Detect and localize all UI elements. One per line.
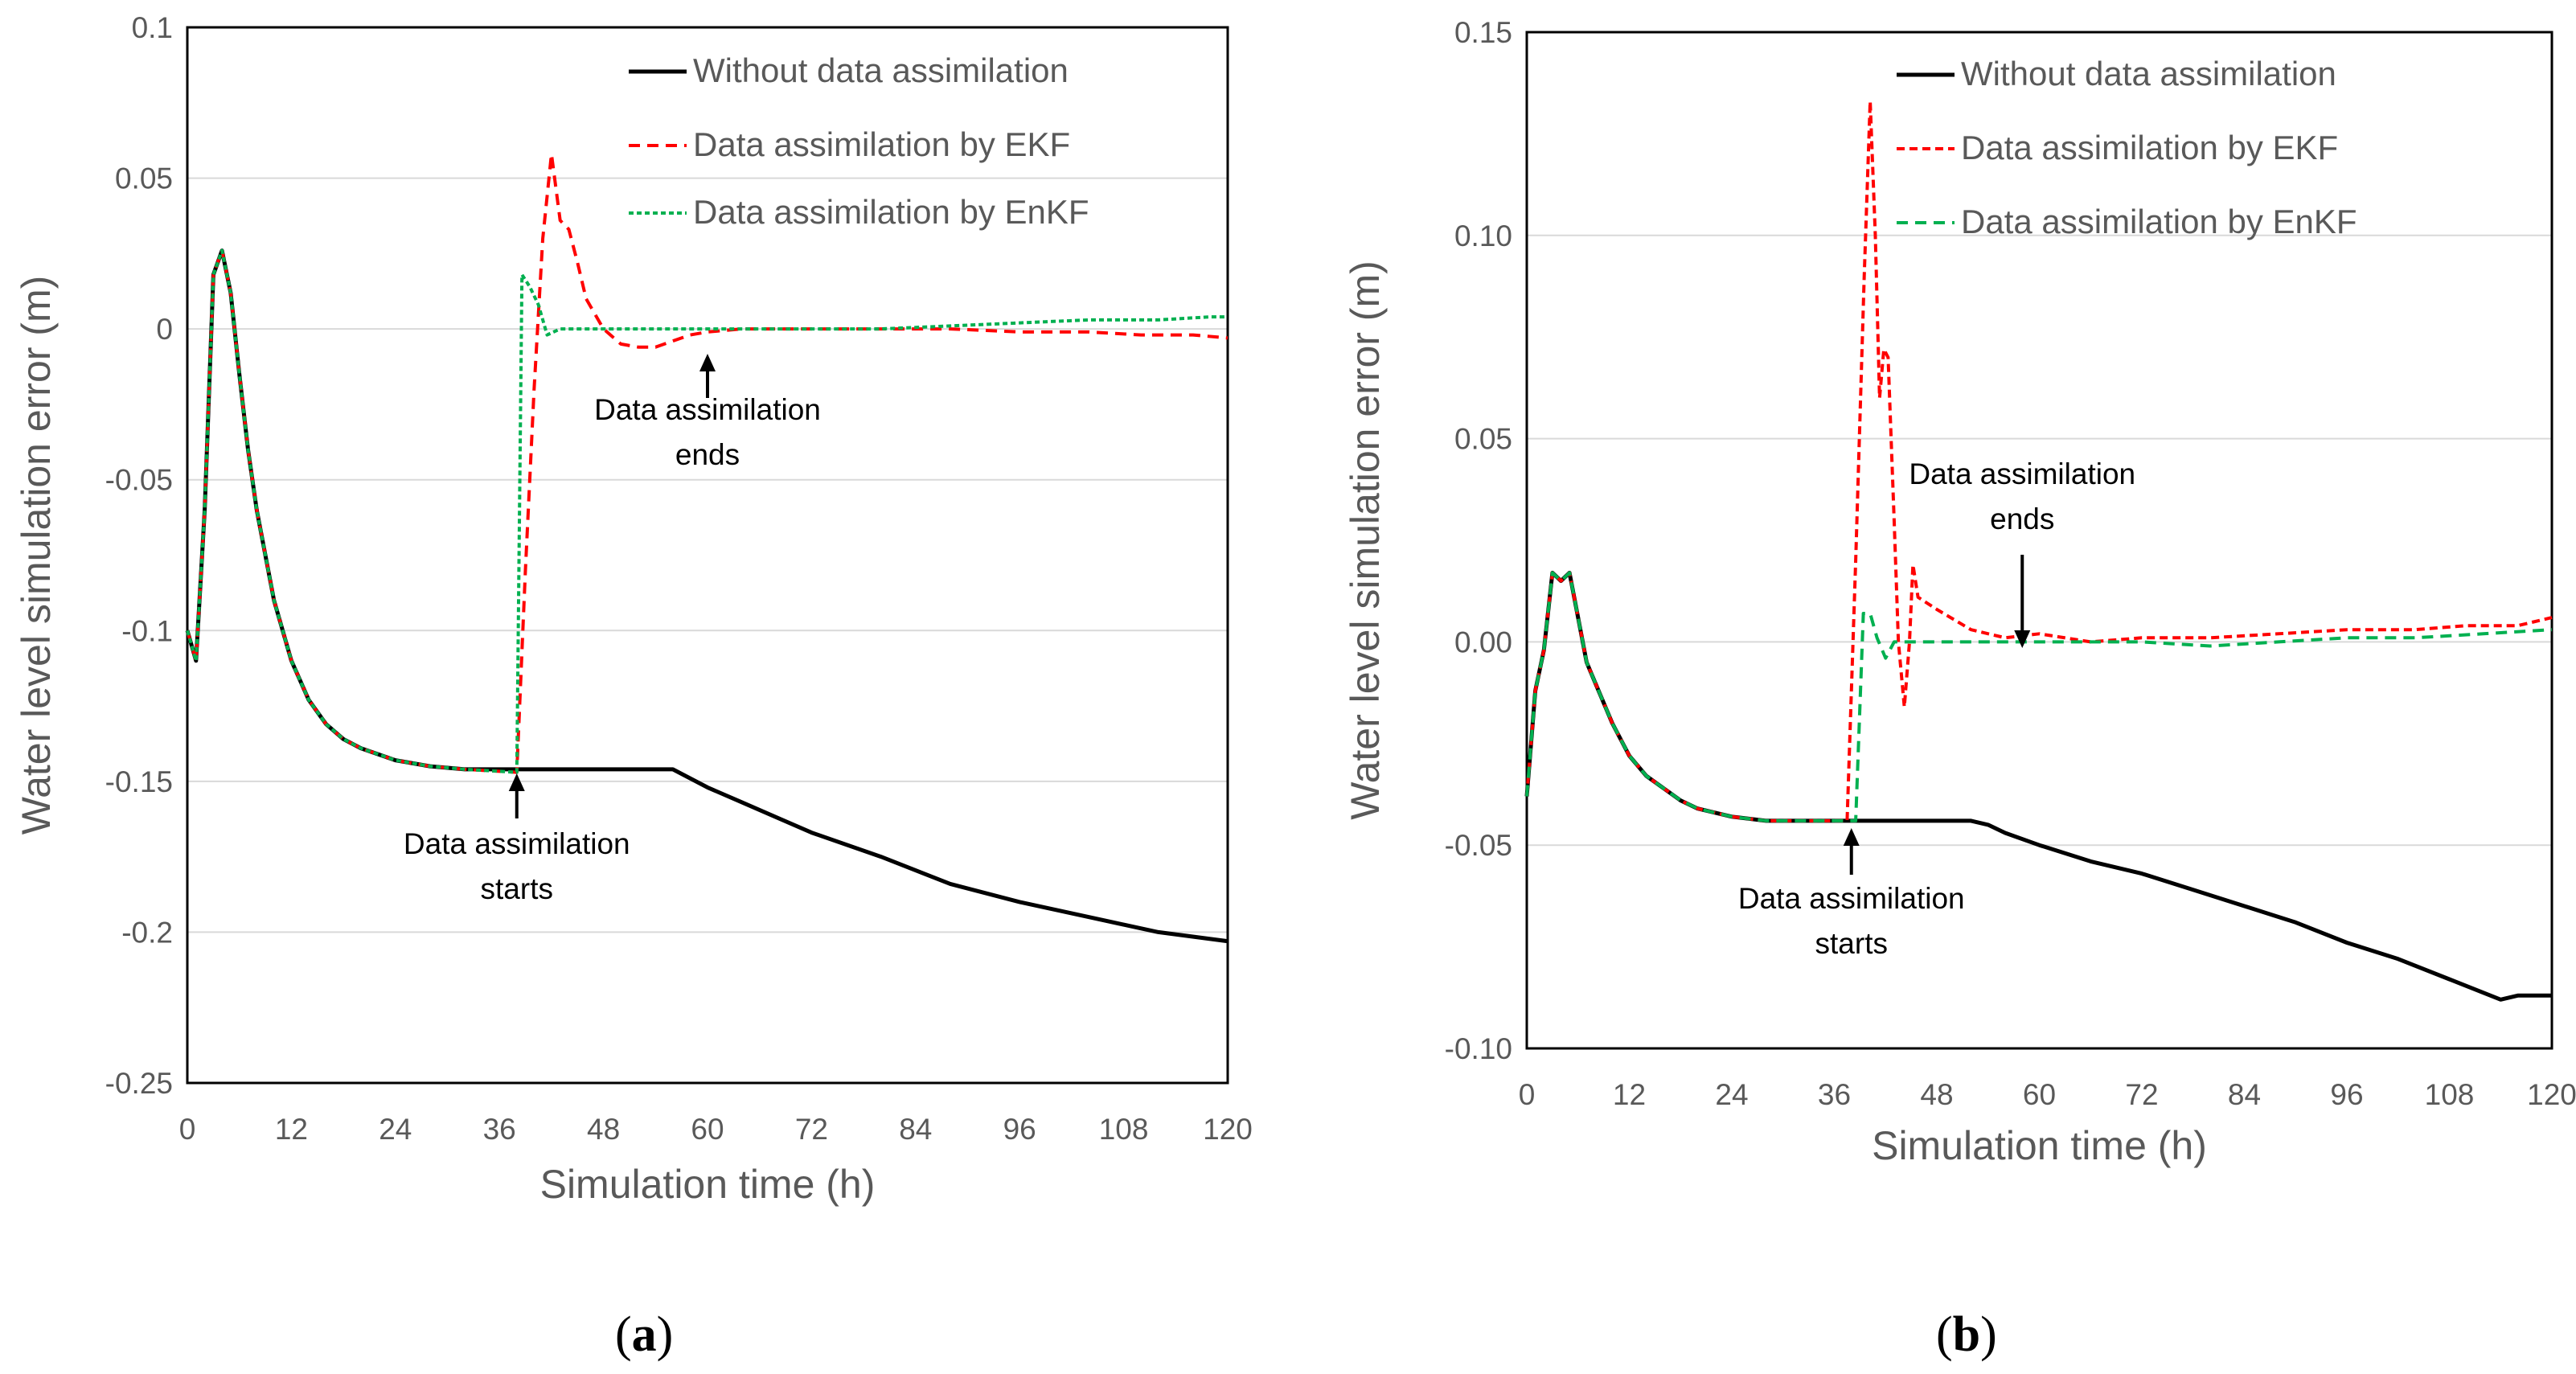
x-tick-label: 96 [2330,1078,2363,1111]
legend-label-ekf: Data assimilation by EKF [1961,129,2338,166]
annotation-text-line2: ends [675,438,740,471]
annotation-text-line1: Data assimilation [1909,457,2135,490]
x-axis-label: Simulation time (h) [540,1162,876,1207]
annotation-arrow-head [1843,828,1860,846]
panel-label-open: ( [1936,1307,1953,1362]
x-tick-label: 36 [483,1113,516,1146]
x-tick-label: 108 [1099,1113,1149,1146]
x-tick-label: 0 [179,1113,196,1146]
x-tick-label: 120 [2527,1078,2576,1111]
x-tick-label: 84 [2228,1078,2261,1111]
series-line-ekf [1525,100,2553,822]
y-tick-label: -0.05 [1445,829,1512,862]
panel-label-close: ) [1980,1307,1997,1362]
y-tick-label: 0.00 [1454,625,1512,658]
legend-label-enkf: Data assimilation by EnKF [693,193,1089,231]
plot-area [186,26,1229,1085]
annotation-text-line1: Data assimilation [594,393,821,426]
panel-label: (a) [615,1307,673,1362]
x-tick-label: 12 [275,1113,308,1146]
y-tick-label: -0.15 [105,765,173,798]
series-line-enkf [1525,571,2553,822]
y-tick-label: -0.10 [1445,1032,1512,1065]
y-tick-label: -0.05 [105,464,173,497]
y-tick-label: 0 [156,313,173,346]
x-tick-label: 120 [1203,1113,1253,1146]
y-tick-label: -0.25 [105,1067,173,1100]
annotation-arrow-head [699,354,716,371]
legend-label-without: Without data assimilation [693,51,1069,89]
y-tick-label: -0.1 [121,614,173,647]
annotation-arrow-head [2014,630,2031,648]
y-tick-label: 0.05 [1454,423,1512,456]
panel-label-letter: a [632,1307,657,1362]
panel-label-close: ) [657,1307,674,1362]
x-tick-label: 24 [379,1113,412,1146]
x-tick-label: 96 [1003,1113,1036,1146]
series-line-without [1524,570,2552,1002]
x-tick-label: 60 [691,1113,724,1146]
annotation-text-line1: Data assimilation [404,827,630,860]
panel-label-letter: b [1953,1307,1980,1362]
plot-area [1525,31,2553,1050]
y-tick-label: -0.2 [121,916,173,949]
x-tick-label: 72 [795,1113,828,1146]
chart-a: 0.10.050-0.05-0.1-0.15-0.2-0.250 12 24 36 48… [14,11,1253,1362]
x-tick-label: 24 [1715,1078,1748,1111]
x-tick-label: 84 [899,1113,932,1146]
chart-b: 0.15 0.10 0.05 0.00 -0.05 -0.100 12 24 36 48 60 72 8… [1343,16,2576,1362]
legend-label-ekf: Data assimilation by EKF [693,125,1070,163]
y-tick-label: 0.1 [132,11,173,44]
annotation-text-line1: Data assimilation [1738,882,1965,915]
legend-label-without: Without data assimilation [1961,55,2336,92]
x-tick-label: 60 [2023,1078,2056,1111]
y-tick-label: 0.10 [1454,219,1512,252]
x-tick-label: 12 [1613,1078,1646,1111]
x-tick-label: 48 [1920,1078,1953,1111]
y-tick-label: 0.15 [1454,16,1512,49]
x-axis-label: Simulation time (h) [1872,1123,2207,1168]
annotation-text-line2: ends [1990,502,2054,535]
panel-label-open: ( [615,1307,632,1362]
legend-label-enkf: Data assimilation by EnKF [1961,203,2357,240]
y-axis-label: Water level simulation error (m) [14,276,59,835]
x-tick-label: 48 [587,1113,620,1146]
series-line-enkf [186,248,1228,774]
annotation-text-line2: starts [481,872,553,905]
panel-label: (b) [1936,1307,1997,1362]
x-tick-label: 72 [2125,1078,2158,1111]
annotation-arrow-head [508,773,525,791]
x-tick-label: 0 [1519,1078,1536,1111]
y-tick-label: 0.05 [115,162,173,195]
x-tick-label: 108 [2425,1078,2475,1111]
x-tick-label: 36 [1818,1078,1851,1111]
y-axis-label: Water level simulation error (m) [1343,260,1388,820]
annotation-text-line2: starts [1815,927,1888,960]
